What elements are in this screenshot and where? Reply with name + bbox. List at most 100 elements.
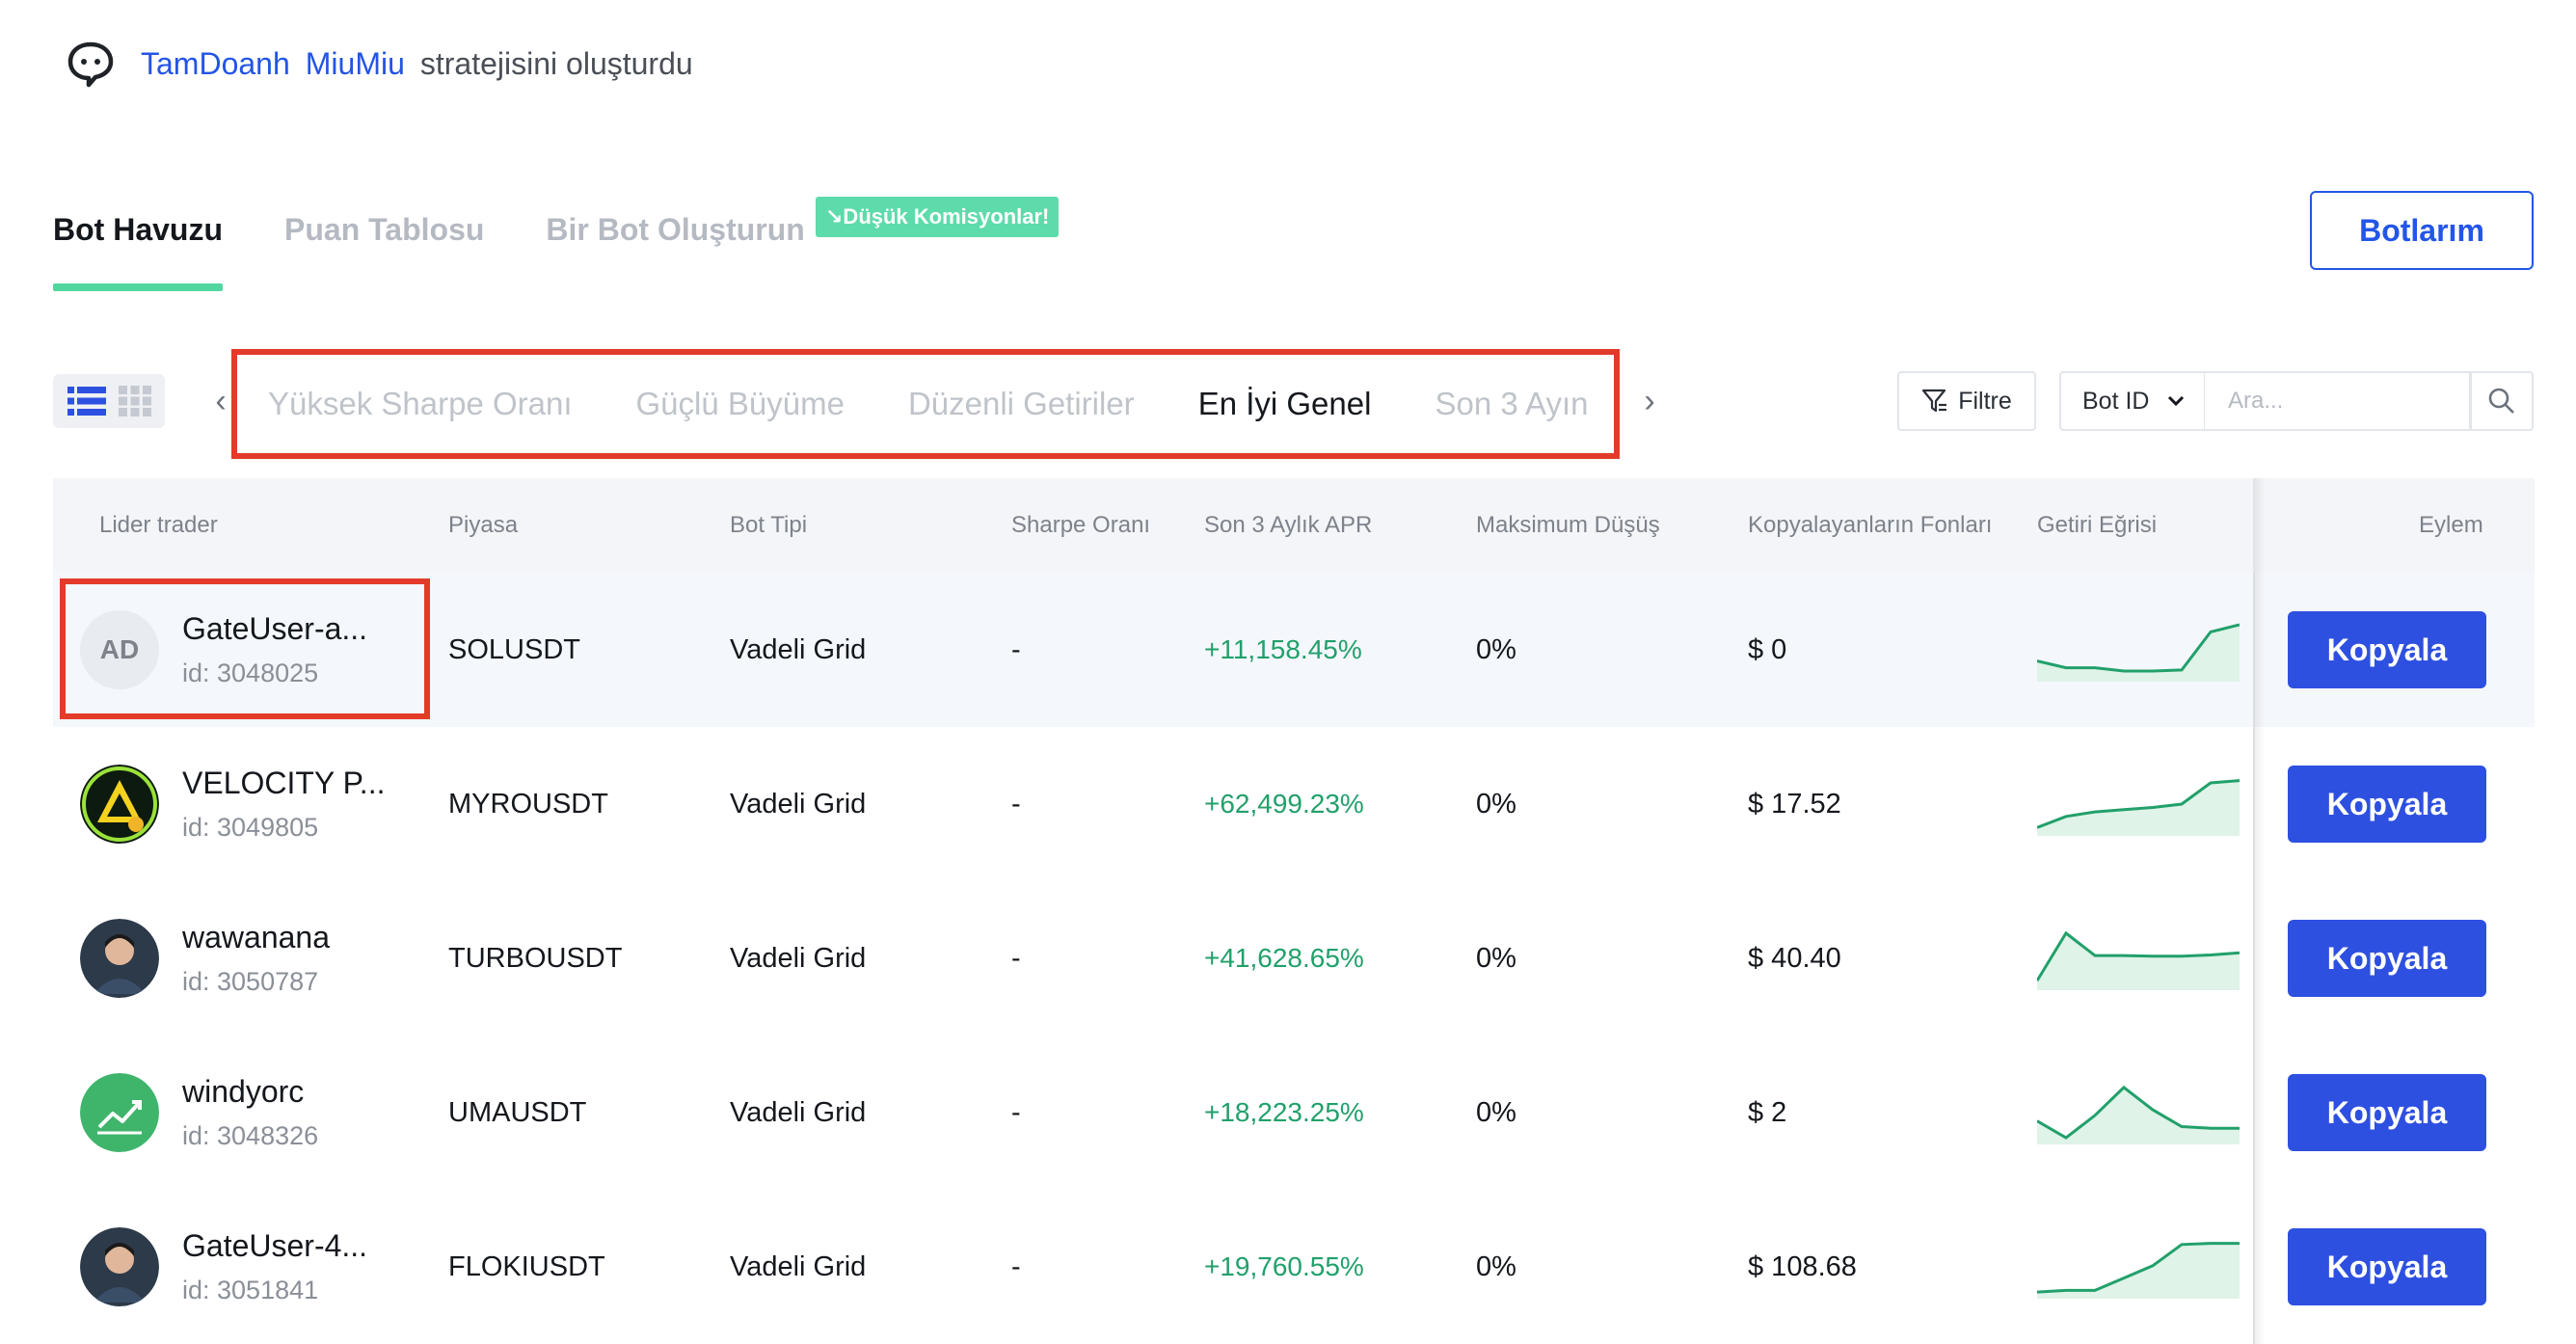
sharpe-cell: - (1011, 1250, 1021, 1282)
lead-trader-cell[interactable]: VELOCITY P... id: 3049805 (80, 727, 385, 881)
avatar (80, 1073, 159, 1152)
trader-name[interactable]: GateUser-a... (182, 611, 368, 646)
avatar (80, 765, 159, 844)
action-cell: Kopyala (2288, 1035, 2486, 1190)
low-fee-badge: ↘Düşük Komisyonlar! (816, 197, 1060, 237)
col-market[interactable]: Piyasa (448, 512, 519, 538)
sharpe-cell: - (1011, 942, 1021, 974)
main-tabs: Bot Havuzu Puan Tablosu Bir Bot Oluşturu… (53, 202, 867, 294)
sort-tab-strong-growth[interactable]: Güçlü Büyüme (635, 386, 845, 421)
notice-message: stratejisini oluşturdu (419, 45, 693, 81)
trader-name[interactable]: VELOCITY P... (182, 766, 386, 800)
col-lead-trader[interactable]: Lider trader (99, 512, 218, 538)
table-row: windyorc id: 3048326 UMAUSDT Vadeli Grid… (53, 1035, 2535, 1190)
drawdown-cell: 0% (1476, 942, 1516, 974)
sticky-column-shadow (2253, 478, 2265, 1344)
bot-table: Lider trader Piyasa Bot Tipi Sharpe Oran… (53, 478, 2535, 1344)
search-input[interactable] (2205, 371, 2471, 431)
sparkline-line (2037, 1242, 2240, 1294)
filter-button[interactable]: Filtre (1897, 371, 2036, 431)
col-bot-type[interactable]: Bot Tipi (730, 512, 808, 538)
tab-create-bot[interactable]: Bir Bot Oluşturun (546, 212, 805, 247)
chevron-left-icon[interactable]: ‹ (215, 382, 227, 419)
sort-tab-steady-returns[interactable]: Düzenli Getiriler (907, 386, 1135, 421)
sort-tab-last-3-months[interactable]: Son 3 Ayın (1435, 386, 1589, 421)
bot-type-cell: Vadeli Grid (730, 788, 867, 820)
copier-funds-cell: $ 2 (1748, 1096, 1787, 1128)
trader-id: id: 3048326 (182, 1121, 319, 1150)
grid-view-icon[interactable] (118, 386, 151, 417)
sparkline-line (2037, 930, 2240, 981)
sparkline-line (2037, 1085, 2240, 1140)
bot-type-cell: Vadeli Grid (730, 633, 867, 665)
notice-user-link[interactable]: TamDoanh (141, 45, 290, 81)
return-curve-sparkline (2037, 779, 2240, 836)
col-apr[interactable]: Son 3 Aylık APR (1204, 512, 1373, 538)
trader-name[interactable]: windyorc (182, 1074, 305, 1109)
chat-bubble-icon (67, 41, 114, 88)
lead-trader-cell[interactable]: wawanana id: 3050787 (80, 881, 330, 1035)
sticky-divider (2253, 1035, 2255, 1190)
return-curve-sparkline (2037, 1085, 2240, 1144)
sparkline-area (2037, 1087, 2240, 1144)
avatar: AD (80, 610, 159, 689)
view-toggle (53, 374, 165, 428)
drawdown-cell: 0% (1476, 1096, 1516, 1128)
trader-id: id: 3051841 (182, 1276, 319, 1304)
lead-trader-cell[interactable]: AD GateUser-a... id: 3048025 (80, 573, 367, 727)
sparkline-area (2037, 1243, 2240, 1299)
copy-button[interactable]: Kopyala (2288, 1228, 2486, 1305)
copier-funds-cell: $ 17.52 (1748, 788, 1841, 820)
return-curve-cell (2037, 1035, 2240, 1190)
search-button[interactable] (2470, 371, 2534, 431)
col-max-drawdown[interactable]: Maksimum Düşüş (1476, 512, 1660, 538)
copier-funds-cell: $ 108.68 (1748, 1250, 1857, 1282)
market-cell: MYROUSDT (448, 788, 608, 820)
trader-name[interactable]: wawanana (182, 920, 330, 954)
sharpe-cell: - (1011, 788, 1021, 820)
trader-id: id: 3050787 (182, 967, 319, 996)
sticky-divider (2253, 881, 2255, 1035)
my-bots-button[interactable]: Botlarım (2310, 191, 2534, 270)
table-row: VELOCITY P... id: 3049805 MYROUSDT Vadel… (53, 727, 2535, 881)
notice-user-link[interactable]: MiuMiu (305, 45, 405, 81)
tab-leaderboard[interactable]: Puan Tablosu (284, 212, 485, 247)
chevron-right-icon[interactable]: › (1644, 382, 1655, 419)
market-cell: FLOKIUSDT (448, 1250, 605, 1282)
lead-trader-cell[interactable]: GateUser-4... id: 3051841 (80, 1190, 367, 1344)
apr-cell: +62,499.23% (1204, 789, 1364, 819)
col-sharpe[interactable]: Sharpe Oranı (1011, 512, 1151, 538)
apr-cell: +41,628.65% (1204, 943, 1364, 973)
trader-id: id: 3048025 (182, 659, 319, 687)
sort-tab-best-overall[interactable]: En İyi Genel (1197, 386, 1372, 421)
filter-icon (1922, 389, 1947, 413)
sort-tabs: Yüksek Sharpe Oranı Güçlü Büyüme Düzenli… (231, 349, 1620, 459)
return-curve-cell (2037, 881, 2240, 1035)
bot-type-cell: Vadeli Grid (730, 942, 867, 974)
return-curve-cell (2037, 573, 2240, 727)
col-return-curve: Getiri Eğrisi (2037, 512, 2158, 538)
lead-trader-cell[interactable]: windyorc id: 3048326 (80, 1035, 318, 1190)
copy-button[interactable]: Kopyala (2288, 1074, 2486, 1151)
return-curve-cell (2037, 727, 2240, 881)
tab-bot-pool[interactable]: Bot Havuzu (53, 202, 223, 291)
select-value: Bot ID (2082, 387, 2150, 415)
sort-tab-high-sharpe[interactable]: Yüksek Sharpe Oranı (268, 386, 573, 421)
table-row: GateUser-4... id: 3051841 FLOKIUSDT Vade… (53, 1190, 2535, 1344)
action-cell: Kopyala (2288, 881, 2486, 1035)
sticky-divider (2253, 727, 2255, 881)
copy-button[interactable]: Kopyala (2288, 920, 2486, 997)
search-field-select[interactable]: Bot ID (2059, 371, 2206, 431)
sticky-divider (2253, 1190, 2255, 1344)
sparkline-area (2037, 932, 2240, 990)
copy-button[interactable]: Kopyala (2288, 611, 2486, 688)
list-view-icon[interactable] (67, 386, 106, 417)
activity-notice: TamDoanh MiuMiu stratejisini oluşturdu (66, 39, 693, 89)
return-curve-sparkline (2037, 930, 2240, 990)
action-cell: Kopyala (2288, 727, 2486, 881)
apr-cell: +11,158.45% (1204, 634, 1362, 664)
col-copier-funds[interactable]: Kopyalayanların Fonları (1748, 512, 1993, 538)
return-curve-cell (2037, 1190, 2240, 1344)
copy-button[interactable]: Kopyala (2288, 766, 2486, 843)
trader-name[interactable]: GateUser-4... (182, 1228, 368, 1263)
